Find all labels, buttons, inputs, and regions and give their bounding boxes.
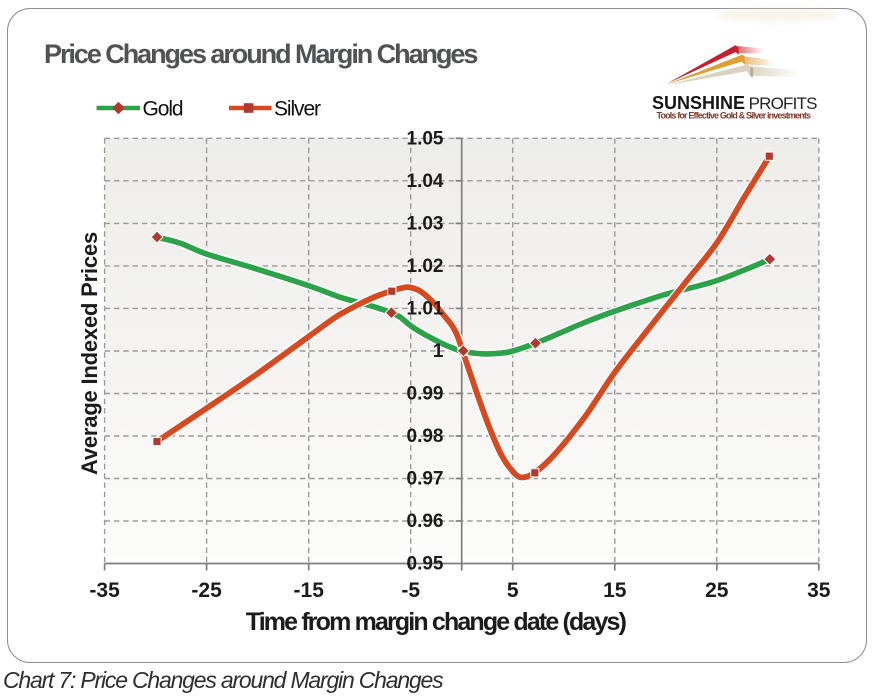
svg-text:Gold: Gold — [143, 98, 183, 121]
svg-text:15: 15 — [603, 579, 627, 602]
svg-text:5: 5 — [507, 579, 519, 602]
svg-text:1.04: 1.04 — [407, 171, 444, 192]
svg-text:1.02: 1.02 — [407, 256, 444, 277]
svg-text:0.95: 0.95 — [407, 554, 444, 575]
svg-text:SUNSHINE: SUNSHINE — [652, 93, 745, 113]
svg-text:-35: -35 — [89, 579, 120, 602]
svg-text:1.03: 1.03 — [407, 214, 444, 235]
svg-text:PROFITS: PROFITS — [749, 94, 818, 113]
svg-text:-25: -25 — [191, 579, 222, 602]
svg-text:0.99: 0.99 — [407, 384, 444, 405]
svg-text:1.05: 1.05 — [407, 129, 444, 150]
svg-text:Time from margin change date (: Time from margin change date (days) — [246, 608, 627, 636]
svg-text:1.01: 1.01 — [407, 299, 444, 320]
svg-text:25: 25 — [705, 579, 729, 602]
svg-text:0.96: 0.96 — [407, 511, 444, 532]
svg-text:35: 35 — [807, 579, 831, 602]
svg-text:Average Indexed Prices: Average Indexed Prices — [77, 232, 102, 475]
svg-text:-15: -15 — [294, 579, 325, 602]
svg-text:0.98: 0.98 — [407, 426, 444, 447]
svg-text:Tools for Effective Gold & Sil: Tools for Effective Gold & Silver invest… — [657, 110, 811, 120]
svg-text:0.97: 0.97 — [407, 469, 444, 490]
svg-text:-5: -5 — [401, 579, 420, 602]
svg-text:Silver: Silver — [274, 98, 321, 121]
svg-text:1: 1 — [433, 341, 444, 362]
